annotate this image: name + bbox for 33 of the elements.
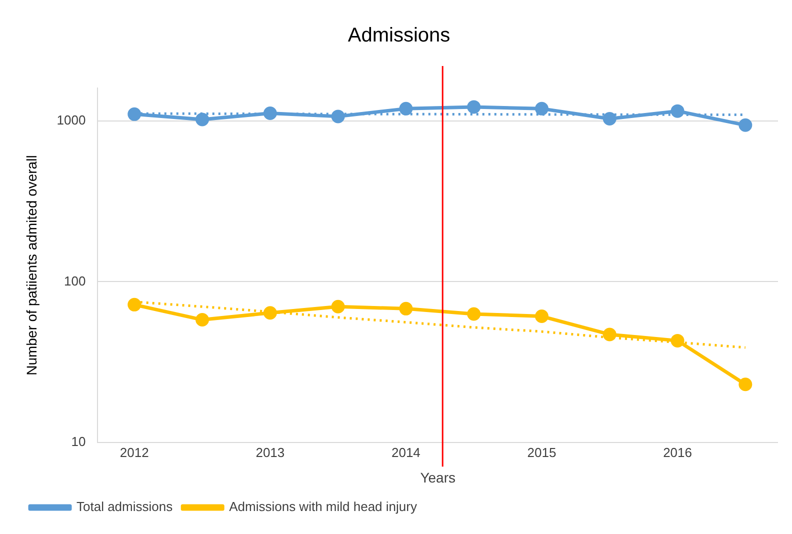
point [263,306,277,320]
point [331,300,345,314]
y-tick-label: 1000 [56,112,86,128]
point [467,307,481,321]
point [399,302,413,316]
x-tick-label: 2014 [391,444,420,460]
point [602,112,616,126]
x-tick-label: 2012 [120,444,149,460]
point [196,112,210,126]
point [263,106,277,120]
legend-label: Admissions with mild head injury [229,499,418,514]
x-tick-label: 2016 [663,444,692,460]
x-tick-label: 2013 [256,444,285,460]
point [128,107,142,121]
point [534,102,548,116]
point [331,110,345,124]
point [670,104,684,118]
point [196,313,210,327]
y-tick-label: 100 [64,273,86,288]
point [128,298,142,312]
x-axis-title: Years [420,469,456,486]
y-axis-title: Number of patiients admited overall [23,155,40,376]
point [738,378,752,392]
point [602,328,616,342]
chart-title: Admissions [348,24,450,47]
y-tick-label: 10 [71,434,86,450]
point [670,334,684,348]
x-tick-label: 2015 [527,444,556,460]
point [534,310,548,324]
legend-label: Total admissions [76,499,174,514]
point [467,100,481,114]
point [738,118,752,132]
point [399,102,413,116]
